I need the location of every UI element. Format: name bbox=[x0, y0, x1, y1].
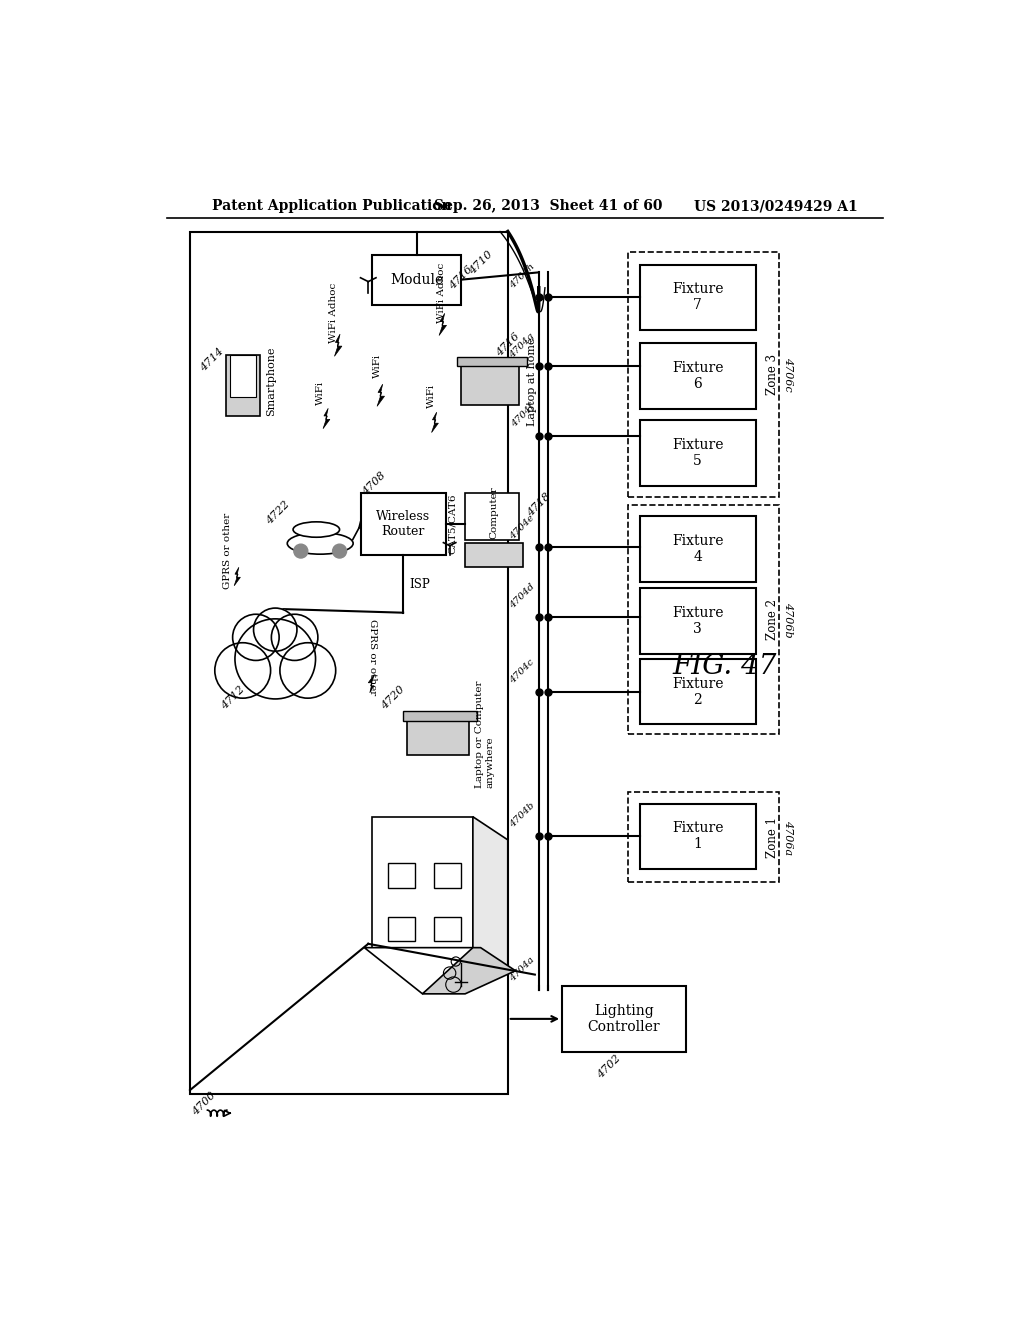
Text: 4704a: 4704a bbox=[508, 956, 537, 983]
Polygon shape bbox=[423, 948, 515, 994]
Text: 4706c: 4706c bbox=[783, 358, 794, 392]
Text: Fixture
4: Fixture 4 bbox=[672, 535, 723, 564]
Bar bbox=[640, 659, 756, 725]
Text: WiFi Adhoc: WiFi Adhoc bbox=[329, 282, 338, 342]
Text: WiFi: WiFi bbox=[427, 384, 436, 408]
Text: 4704e: 4704e bbox=[508, 513, 537, 541]
Text: Laptop or Computer
anywhere: Laptop or Computer anywhere bbox=[475, 681, 495, 788]
Text: Fixture
6: Fixture 6 bbox=[672, 360, 723, 391]
Polygon shape bbox=[365, 948, 480, 994]
Circle shape bbox=[280, 643, 336, 698]
Bar bbox=[465, 544, 523, 566]
Bar bbox=[434, 917, 461, 941]
Bar bbox=[388, 917, 415, 941]
Circle shape bbox=[333, 544, 346, 558]
Text: Module: Module bbox=[390, 273, 443, 286]
Text: 4708: 4708 bbox=[360, 470, 388, 498]
Text: Laptop at home: Laptop at home bbox=[527, 338, 538, 426]
Text: 4706a: 4706a bbox=[783, 820, 794, 855]
Bar bbox=[628, 792, 779, 882]
Text: WiFi: WiFi bbox=[373, 354, 382, 379]
Circle shape bbox=[215, 643, 270, 698]
Text: WiFi Adhoc: WiFi Adhoc bbox=[437, 263, 446, 323]
Bar bbox=[628, 252, 779, 498]
Bar bbox=[640, 420, 756, 486]
Bar bbox=[360, 494, 445, 554]
Text: GPRS or other: GPRS or other bbox=[222, 513, 231, 589]
Text: 4700: 4700 bbox=[189, 1090, 217, 1118]
Bar bbox=[388, 863, 415, 887]
Text: Fixture
1: Fixture 1 bbox=[672, 821, 723, 851]
Bar bbox=[190, 231, 508, 1094]
Text: Zone 1: Zone 1 bbox=[766, 817, 779, 858]
Text: 4704b: 4704b bbox=[508, 801, 537, 830]
Bar bbox=[562, 986, 686, 1052]
Text: 4704c: 4704c bbox=[509, 657, 537, 686]
Circle shape bbox=[294, 544, 308, 558]
Text: 4706b: 4706b bbox=[783, 602, 794, 638]
Bar bbox=[372, 817, 473, 948]
Bar bbox=[628, 506, 779, 734]
Text: CAT5/CAT6: CAT5/CAT6 bbox=[449, 494, 457, 554]
Bar bbox=[640, 516, 756, 582]
Circle shape bbox=[271, 614, 317, 660]
Bar bbox=[434, 863, 461, 887]
Polygon shape bbox=[323, 408, 330, 429]
Text: Patent Application Publication: Patent Application Publication bbox=[212, 199, 452, 213]
Text: Zone 2: Zone 2 bbox=[766, 599, 779, 640]
Text: WiFi: WiFi bbox=[315, 381, 325, 405]
Circle shape bbox=[232, 614, 280, 660]
Bar bbox=[640, 343, 756, 409]
Text: 4714: 4714 bbox=[198, 347, 225, 374]
Ellipse shape bbox=[288, 533, 353, 554]
Circle shape bbox=[234, 619, 315, 700]
Bar bbox=[372, 255, 461, 305]
Text: 4718: 4718 bbox=[525, 491, 553, 519]
Text: US 2013/0249429 A1: US 2013/0249429 A1 bbox=[693, 199, 857, 213]
Text: 4704g: 4704g bbox=[508, 331, 537, 360]
Bar bbox=[461, 367, 519, 405]
Polygon shape bbox=[234, 568, 241, 586]
Polygon shape bbox=[369, 675, 375, 693]
Bar bbox=[640, 589, 756, 653]
Text: 4704d: 4704d bbox=[508, 582, 537, 610]
Polygon shape bbox=[473, 817, 508, 970]
Text: Computer: Computer bbox=[489, 486, 499, 539]
Text: Fixture
3: Fixture 3 bbox=[672, 606, 723, 636]
Text: FIG. 47: FIG. 47 bbox=[673, 653, 777, 680]
Text: 4702: 4702 bbox=[595, 1053, 623, 1081]
Text: 4704f: 4704f bbox=[510, 403, 537, 429]
Polygon shape bbox=[335, 334, 342, 356]
Text: 4722: 4722 bbox=[264, 499, 291, 527]
Bar bbox=[465, 494, 519, 540]
Text: Fixture
7: Fixture 7 bbox=[672, 282, 723, 313]
Polygon shape bbox=[377, 384, 385, 407]
Text: 4712: 4712 bbox=[219, 684, 246, 711]
Text: Fixture
5: Fixture 5 bbox=[672, 438, 723, 469]
Text: 4720: 4720 bbox=[380, 684, 407, 711]
Bar bbox=[640, 804, 756, 869]
Bar bbox=[403, 711, 477, 721]
Text: Smartphone: Smartphone bbox=[266, 347, 275, 416]
Bar bbox=[225, 355, 260, 416]
Bar bbox=[640, 264, 756, 330]
Bar bbox=[229, 355, 256, 397]
Circle shape bbox=[254, 609, 297, 651]
Text: 4716: 4716 bbox=[495, 331, 521, 358]
Text: 4710: 4710 bbox=[467, 248, 495, 276]
Bar bbox=[407, 721, 469, 755]
Text: Lighting
Controller: Lighting Controller bbox=[588, 1003, 660, 1034]
Bar bbox=[458, 358, 527, 367]
Text: 4716: 4716 bbox=[447, 264, 475, 292]
Ellipse shape bbox=[293, 521, 340, 537]
Text: ISP: ISP bbox=[410, 578, 430, 591]
Text: Sep. 26, 2013  Sheet 41 of 60: Sep. 26, 2013 Sheet 41 of 60 bbox=[434, 199, 663, 213]
Polygon shape bbox=[439, 313, 446, 335]
Text: 4704h: 4704h bbox=[508, 263, 537, 290]
Polygon shape bbox=[431, 412, 438, 433]
Text: Wireless
Router: Wireless Router bbox=[376, 510, 430, 539]
Text: GPRS or other: GPRS or other bbox=[368, 619, 377, 696]
Text: Fixture
2: Fixture 2 bbox=[672, 677, 723, 706]
Text: Zone 3: Zone 3 bbox=[766, 354, 779, 395]
